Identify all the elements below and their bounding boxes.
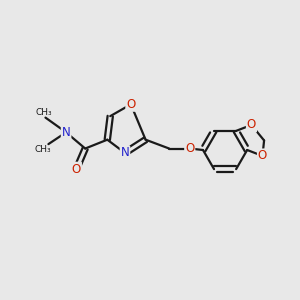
Text: O: O <box>72 163 81 176</box>
Text: O: O <box>126 98 136 111</box>
Text: O: O <box>247 118 256 131</box>
Text: CH₃: CH₃ <box>35 145 51 154</box>
Text: O: O <box>185 142 194 155</box>
Text: N: N <box>62 126 70 139</box>
Text: O: O <box>258 149 267 162</box>
Text: N: N <box>121 146 129 159</box>
Text: CH₃: CH₃ <box>36 108 52 117</box>
